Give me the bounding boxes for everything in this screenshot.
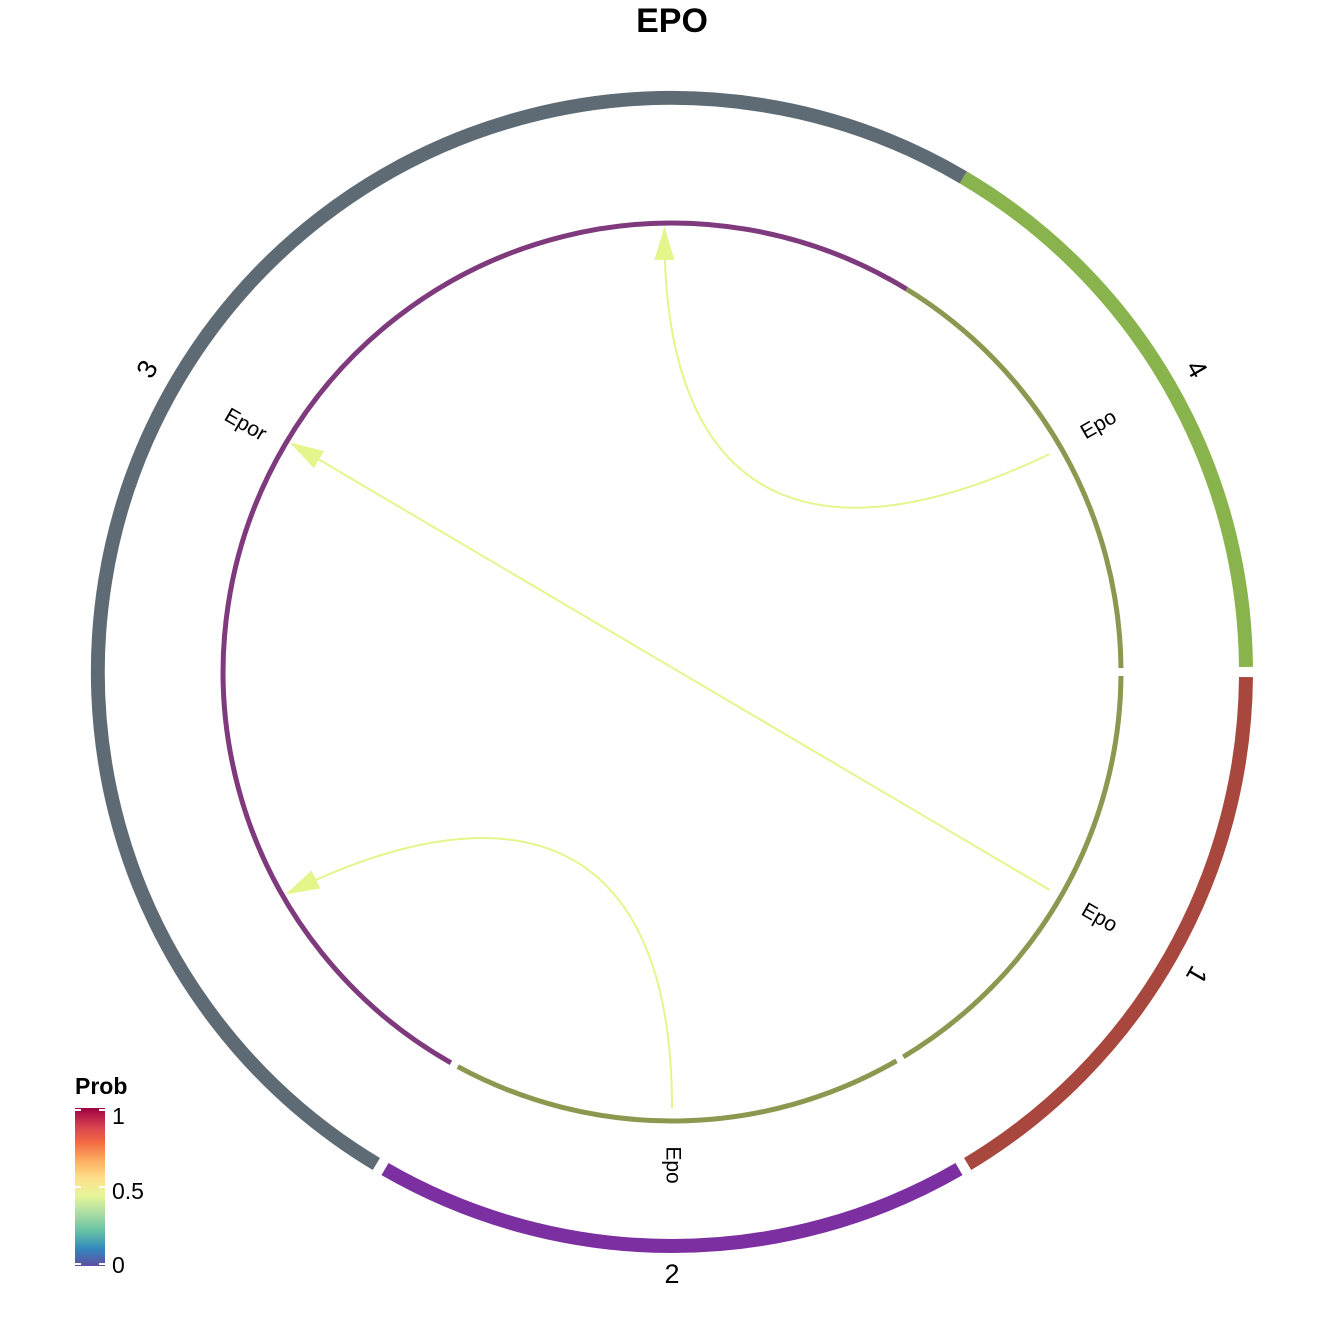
outer-sector-ring <box>90 90 1253 1253</box>
link-arrowhead <box>289 442 324 469</box>
legend-tick-label: 0 <box>112 1252 125 1278</box>
gene-label: Epor <box>221 404 271 446</box>
link-line <box>663 236 1051 509</box>
group-label: 3 <box>131 355 164 383</box>
legend-tick-label: 1 <box>112 1103 125 1129</box>
legend-title: Prob <box>75 1073 127 1099</box>
inner-gene-ring <box>220 220 1124 1124</box>
gene-label: Epo <box>1077 405 1121 444</box>
link-line <box>293 837 673 1109</box>
outer-sector-arc <box>959 171 1253 668</box>
inner-sector-arc <box>905 287 1124 669</box>
chart-title: EPO <box>636 2 708 40</box>
link-line <box>297 446 1051 891</box>
gene-label: Epo <box>1078 898 1122 937</box>
legend-tick-label: 0.5 <box>112 1178 144 1204</box>
group-label: 1 <box>1180 961 1213 989</box>
inner-sector-arc <box>456 1058 898 1124</box>
inner-sector-arc <box>901 675 1124 1060</box>
outer-sector-arc <box>381 1163 963 1253</box>
prob-legend: Prob 1 0.5 0 <box>75 1073 144 1278</box>
link-arrowhead <box>654 226 675 261</box>
outer-sector-arc <box>90 90 967 1171</box>
legend-tick-marks <box>75 1109 105 1265</box>
outer-sector-arc <box>964 676 1253 1171</box>
interaction-links <box>285 226 1051 1109</box>
group-label: 4 <box>1180 355 1213 383</box>
link-arrowhead <box>285 870 321 895</box>
gene-label: Epo <box>661 1146 684 1183</box>
group-label: 2 <box>664 1259 679 1289</box>
inner-sector-arc <box>220 220 908 1065</box>
